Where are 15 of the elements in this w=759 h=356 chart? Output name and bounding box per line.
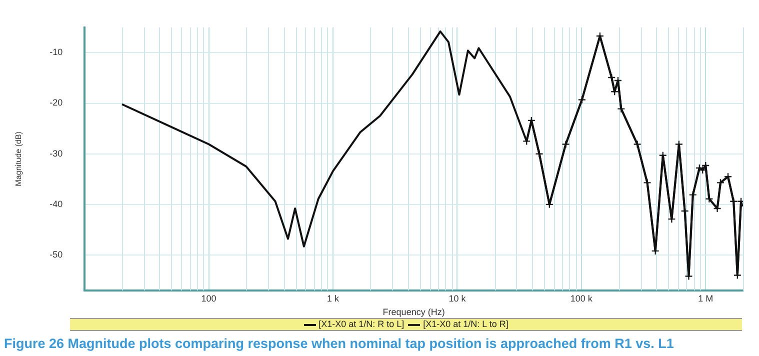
y-tick-label: -30 xyxy=(50,148,63,158)
legend-label: [X1-X0 at 1/N: R to L] xyxy=(318,319,404,329)
y-axis-title: Magnitude (dB) xyxy=(14,131,24,186)
y-tick-label: -10 xyxy=(50,47,63,58)
x-tick-label: 100 xyxy=(201,293,216,304)
y-tick-label: -50 xyxy=(50,249,63,260)
x-tick-label: 10 k xyxy=(448,293,466,304)
x-tick-label: 100 k xyxy=(570,293,593,304)
x-tick-label: 1 M xyxy=(698,293,714,304)
y-tick-label: -40 xyxy=(50,198,63,209)
caption: Figure 26 Magnitude plots comparing response when nominal tap position is approached from R1 vs. L1 xyxy=(4,336,674,351)
legend-label: [X1-X0 at 1/N: L to R] xyxy=(422,319,508,329)
y-tick-label: -20 xyxy=(50,98,63,108)
x-axis-title: Frequency (Hz) xyxy=(382,307,445,318)
x-tick-label: 1 k xyxy=(327,293,340,304)
